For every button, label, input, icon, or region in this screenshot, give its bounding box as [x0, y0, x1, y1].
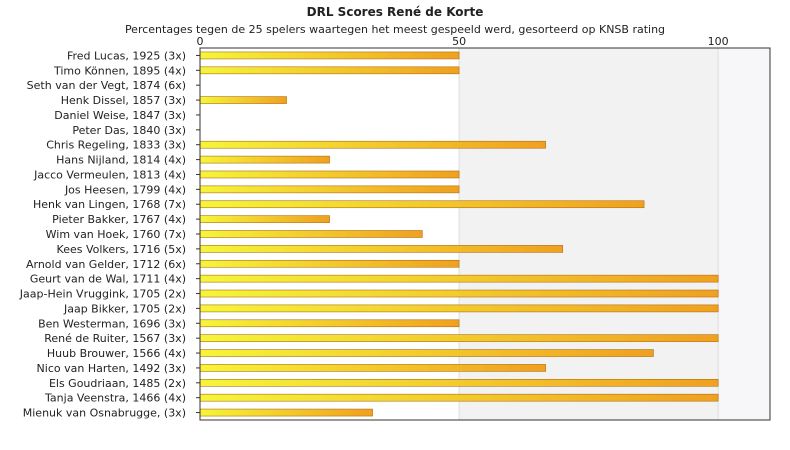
bar [199, 185, 460, 194]
category-label: Arnold van Gelder, 1712 (6x) [26, 258, 186, 271]
category-label: Jaap Bikker, 1705 (2x) [63, 302, 186, 315]
category-label: Mienuk van Osnabrugge, (3x) [23, 407, 186, 420]
plot-band-50-100 [459, 48, 719, 420]
category-label: Fred Lucas, 1925 (3x) [67, 49, 186, 62]
category-label: Huub Brouwer, 1566 (4x) [47, 347, 186, 360]
bar [199, 170, 460, 179]
bar [199, 364, 546, 372]
bar [199, 230, 423, 238]
x-tick-label: 0 [197, 35, 204, 48]
bar [199, 140, 546, 149]
bar [199, 319, 460, 328]
bar [199, 200, 645, 209]
bar [199, 96, 287, 104]
x-axis-ticks: 0 50 100 [197, 35, 729, 48]
bar [199, 408, 373, 417]
category-label: Henk Dissel, 1857 (3x) [61, 94, 186, 107]
category-label: Jaap-Hein Vruggink, 1705 (2x) [19, 288, 186, 301]
bar [199, 259, 460, 268]
bar [199, 215, 330, 223]
category-labels: Fred Lucas, 1925 (3x) Timo Können, 1895 (… [19, 49, 200, 420]
category-label: Seth van der Vegt, 1874 (6x) [27, 79, 186, 92]
plot-frame [199, 47, 771, 421]
bar [199, 289, 719, 298]
gridlines [458, 48, 719, 420]
chart-title: DRL Scores René de Korte [307, 5, 484, 19]
bar [199, 304, 719, 313]
x-tick-label: 50 [452, 35, 466, 48]
category-label: Wim van Hoek, 1760 (7x) [46, 228, 186, 241]
category-label: Geurt van de Wal, 1711 (4x) [30, 273, 186, 286]
bar [199, 155, 330, 164]
bar [199, 51, 460, 60]
category-label: Jacco Vermeulen, 1813 (4x) [33, 168, 186, 181]
category-label: Hans Nijland, 1814 (4x) [56, 154, 186, 167]
category-label: Kees Volkers, 1716 (5x) [57, 243, 186, 256]
category-label: Daniel Weise, 1847 (3x) [54, 109, 186, 122]
bar [199, 245, 564, 253]
x-tick-label: 100 [708, 35, 729, 48]
chart-subtitle: Percentages tegen de 25 spelers waartege… [125, 23, 665, 36]
category-label: Tanja Veenstra, 1466 (4x) [44, 392, 186, 405]
category-label: Timo Können, 1895 (4x) [53, 64, 186, 77]
category-label: René de Ruiter, 1567 (3x) [44, 332, 186, 345]
bar [199, 334, 719, 342]
category-label: Chris Regeling, 1833 (3x) [46, 139, 186, 152]
bars [199, 51, 719, 417]
bar [199, 378, 719, 387]
category-label: Nico van Harten, 1492 (3x) [37, 362, 186, 375]
category-label: Ben Westerman, 1696 (3x) [38, 317, 186, 330]
bar [199, 274, 719, 283]
plot-band-100-plus [718, 48, 770, 420]
category-label: Henk van Lingen, 1768 (7x) [33, 198, 186, 211]
category-label: Peter Das, 1840 (3x) [72, 124, 186, 137]
bar [199, 393, 719, 402]
category-label: Pieter Bakker, 1767 (4x) [52, 213, 186, 226]
bar [199, 349, 654, 357]
bar [199, 66, 460, 75]
category-label: Els Goudriaan, 1485 (2x) [49, 377, 186, 390]
category-label: Jos Heesen, 1799 (4x) [64, 183, 186, 196]
